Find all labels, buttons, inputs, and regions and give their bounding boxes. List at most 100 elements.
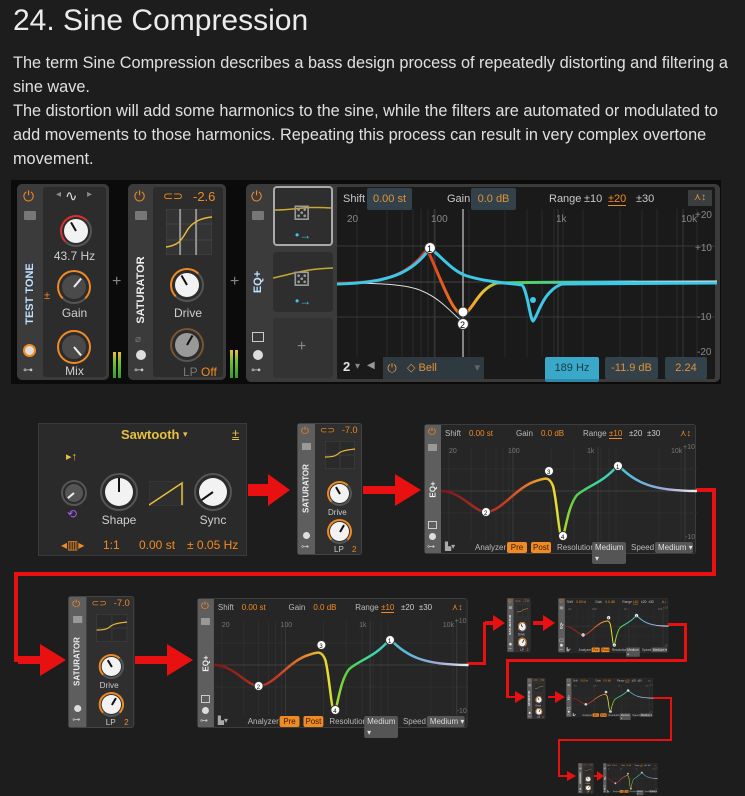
power-icon[interactable]: ⏻	[559, 599, 563, 604]
analyzer-pre-button[interactable]: Pre	[619, 790, 624, 793]
analyzer-mode-icon[interactable]: ▙▾	[607, 790, 610, 793]
gain-field[interactable]: 0.0 dB	[471, 188, 516, 210]
filter-type-dropdown[interactable]: ◇ Bell ▾	[401, 357, 484, 379]
eq-node-3[interactable]	[606, 615, 611, 620]
analyzer-post-button[interactable]: Post	[531, 542, 551, 553]
expand-icon[interactable]: ⊶	[199, 716, 208, 725]
link-icon[interactable]: ⊂⊃	[533, 678, 538, 682]
next-icon[interactable]: ▸	[87, 189, 93, 200]
eq-node-2[interactable]	[457, 318, 469, 330]
power-icon[interactable]: ⏻	[200, 601, 209, 612]
folder-icon[interactable]	[73, 616, 83, 623]
eq-node-4[interactable]	[558, 531, 568, 541]
display-mode-icon[interactable]: ⋏↕	[647, 679, 652, 683]
detune-value[interactable]: ± 0.05 Hz	[187, 538, 239, 552]
eq-node-2[interactable]	[253, 681, 264, 691]
expand-icon[interactable]: ⊶	[251, 365, 261, 376]
resolution-dropdown[interactable]: Medium ▾	[364, 716, 398, 738]
shift-field[interactable]: 0.00 st	[469, 429, 494, 438]
modulator-icon[interactable]	[23, 344, 36, 357]
eq-node-3[interactable]	[604, 690, 608, 694]
gain-field[interactable]: 0.0 dB	[313, 603, 337, 612]
power-icon[interactable]: ⏻	[603, 763, 606, 767]
expand-icon[interactable]: ⊶	[427, 542, 435, 551]
eq-node-2[interactable]	[581, 632, 586, 638]
window-icon[interactable]	[567, 707, 571, 710]
shift-field[interactable]: 0.00 st	[580, 679, 589, 683]
range-20-button[interactable]: ±20	[644, 764, 647, 767]
chevron-down-icon[interactable]: ▾	[355, 361, 361, 372]
range-10-button[interactable]: ±10	[609, 429, 623, 439]
analyzer-post-button[interactable]: Post	[600, 713, 607, 717]
analyzer-pre-button[interactable]: Pre	[507, 542, 527, 553]
saturation-curve-graph[interactable]	[584, 767, 592, 774]
expand-icon[interactable]: ⊶	[23, 365, 33, 376]
modulator-slot-2[interactable]: ⚄ •→	[273, 252, 333, 312]
power-icon[interactable]: ⏻	[301, 426, 309, 437]
band-handle[interactable]	[530, 297, 536, 303]
folder-icon[interactable]	[508, 606, 513, 610]
analyzer-post-button[interactable]: Post	[303, 716, 324, 727]
range-20-button[interactable]: ±20	[400, 603, 415, 612]
window-icon[interactable]	[200, 695, 210, 703]
range-30-button[interactable]: ±30	[647, 429, 661, 438]
folder-icon[interactable]	[302, 443, 311, 450]
lp-knob[interactable]	[170, 328, 204, 362]
analyzer-pre-button[interactable]: Pre	[592, 713, 599, 717]
sync-knob[interactable]	[194, 473, 232, 511]
folder-icon[interactable]	[528, 684, 531, 687]
range-20-button[interactable]: ±20	[608, 193, 627, 206]
display-mode-icon[interactable]: ⋏↕	[688, 190, 712, 206]
lp-knob[interactable]	[535, 707, 543, 716]
eq-node-1[interactable]	[634, 613, 639, 618]
window-icon[interactable]	[252, 332, 264, 342]
speed-dropdown[interactable]: Medium ▾	[651, 647, 667, 653]
eq-node-2[interactable]	[614, 782, 617, 785]
prev-icon[interactable]: ◂	[56, 189, 62, 200]
modulator-slot-1[interactable]: ⚄ •→	[273, 186, 333, 246]
shift-field[interactable]: 0.00 st	[576, 600, 586, 604]
shape-knob[interactable]	[100, 473, 138, 511]
add-modulator-slot[interactable]: +	[273, 318, 333, 378]
modulator-icon[interactable]	[567, 710, 570, 713]
folder-icon[interactable]	[428, 444, 437, 451]
expand-icon[interactable]: ⊶	[508, 646, 512, 651]
modulator-icon[interactable]	[509, 642, 512, 646]
band-frequency-field[interactable]: 189 Hz	[545, 357, 599, 382]
drive-knob[interactable]	[585, 776, 592, 783]
ratio-value[interactable]: 1:1	[103, 538, 120, 552]
eq-node-3[interactable]	[544, 466, 554, 476]
range-10-button[interactable]: ±10	[381, 603, 395, 613]
eq-node-4[interactable]	[330, 705, 341, 715]
eq-curve-graph[interactable]: 20 100 1k 10k +10 -10 2 3 4 1	[213, 615, 469, 715]
eq-curve-graph[interactable]: 20 100 1k 10k +10 -10 2 3 4 1	[564, 605, 669, 647]
gain-field[interactable]: 0.0 dB	[605, 600, 615, 604]
gain-field[interactable]: 0.0 dB	[603, 679, 611, 683]
lp-value[interactable]: 2	[542, 715, 544, 719]
folder-icon[interactable]	[252, 211, 264, 220]
analyzer-post-button[interactable]: Post	[624, 790, 629, 793]
display-mode-icon[interactable]: ⋏↕	[661, 599, 667, 604]
lp-knob[interactable]	[585, 785, 592, 791]
link-icon[interactable]: ⊂⊃	[320, 425, 336, 435]
expand-icon[interactable]: ⊶	[578, 790, 581, 793]
link-icon[interactable]: ⊂⊃	[163, 189, 184, 203]
frequency-knob[interactable]	[60, 215, 92, 247]
drive-knob[interactable]	[535, 695, 543, 704]
modulator-icon[interactable]	[604, 788, 606, 790]
power-icon[interactable]: ⏻	[134, 188, 146, 204]
power-icon[interactable]: ⏻	[23, 188, 35, 204]
power-icon[interactable]: ⏻	[528, 678, 531, 683]
eq-node-2[interactable]	[584, 702, 588, 706]
band-q-field[interactable]: 2.24	[665, 357, 707, 379]
range-10-button[interactable]: ±10	[640, 764, 643, 767]
lp-knob[interactable]	[327, 519, 352, 544]
range-20-button[interactable]: ±20	[631, 679, 636, 683]
drive-knob[interactable]	[170, 268, 204, 302]
lp-value[interactable]: 2	[124, 718, 129, 727]
analyzer-mode-icon[interactable]: ▙▾	[445, 542, 456, 551]
window-icon[interactable]	[428, 521, 437, 529]
resolution-dropdown[interactable]: Medium ▾	[592, 542, 626, 564]
waveform-selector[interactable]: Sawtooth	[121, 427, 180, 442]
resolution-dropdown[interactable]: Medium ▾	[636, 790, 644, 796]
